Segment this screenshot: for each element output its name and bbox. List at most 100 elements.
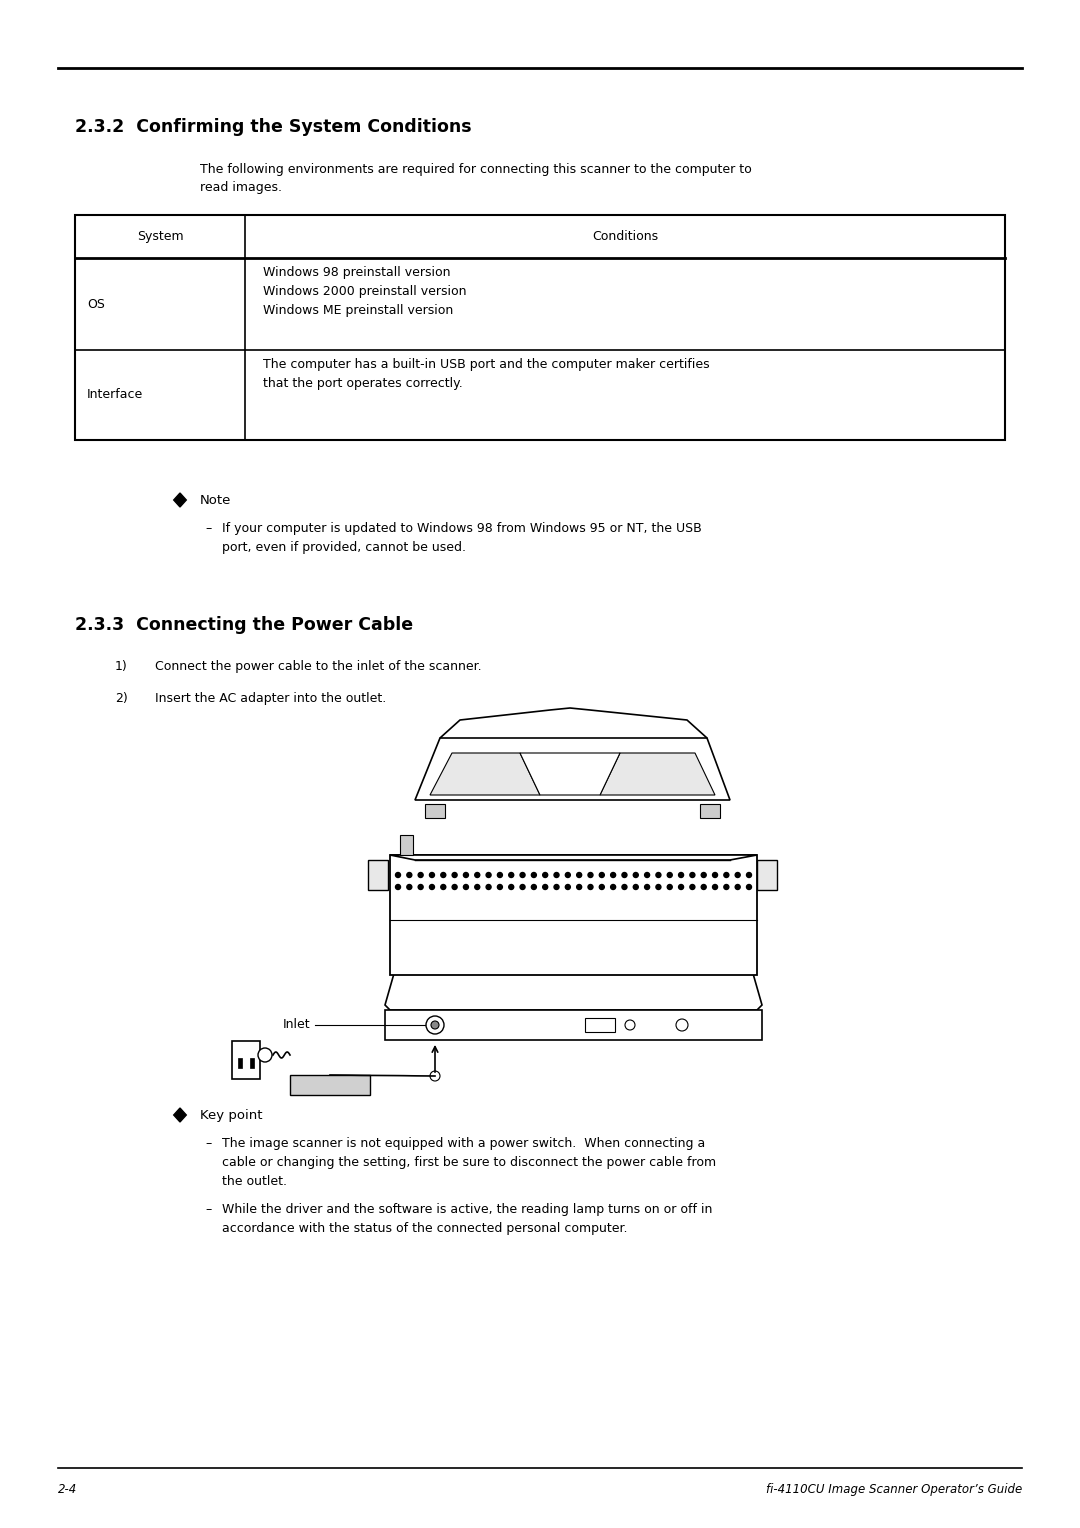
Circle shape [531, 872, 537, 877]
Circle shape [395, 885, 401, 889]
Text: Conditions: Conditions [592, 231, 658, 243]
Bar [249, 1057, 254, 1068]
Bar [585, 1018, 615, 1031]
Circle shape [486, 885, 491, 889]
Circle shape [656, 885, 661, 889]
Circle shape [407, 885, 411, 889]
Circle shape [498, 885, 502, 889]
Circle shape [701, 885, 706, 889]
Bar [238, 1057, 242, 1068]
Text: fi-4110CU Image Scanner Operator’s Guide: fi-4110CU Image Scanner Operator’s Guide [766, 1484, 1022, 1496]
Bar [400, 834, 413, 856]
Text: –: – [205, 1137, 212, 1151]
Text: Note: Note [200, 494, 231, 506]
Bar [700, 804, 720, 817]
Bar [75, 215, 1005, 440]
Circle shape [667, 872, 672, 877]
Circle shape [542, 872, 548, 877]
Circle shape [542, 885, 548, 889]
Circle shape [521, 872, 525, 877]
Text: 2): 2) [114, 692, 127, 704]
Circle shape [645, 885, 649, 889]
Circle shape [463, 872, 469, 877]
Circle shape [565, 885, 570, 889]
Circle shape [431, 1021, 438, 1028]
Circle shape [453, 872, 457, 877]
Circle shape [667, 885, 672, 889]
Polygon shape [415, 738, 730, 801]
Circle shape [735, 872, 740, 877]
Text: If your computer is updated to Windows 98 from Windows 95 or NT, the USB
port, e: If your computer is updated to Windows 9… [222, 523, 702, 555]
Text: OS: OS [87, 298, 105, 310]
Circle shape [463, 885, 469, 889]
Text: Interface: Interface [87, 388, 144, 402]
Circle shape [622, 872, 627, 877]
Circle shape [475, 885, 480, 889]
Circle shape [625, 1021, 635, 1030]
Circle shape [430, 872, 434, 877]
Circle shape [690, 872, 694, 877]
Text: The computer has a built-in USB port and the computer maker certifies
that the p: The computer has a built-in USB port and… [264, 358, 710, 390]
Circle shape [610, 885, 616, 889]
Text: Inlet: Inlet [282, 1019, 310, 1031]
Circle shape [407, 872, 411, 877]
Text: The following environments are required for connecting this scanner to the compu: The following environments are required … [200, 163, 752, 194]
Circle shape [746, 872, 752, 877]
Polygon shape [174, 1108, 187, 1122]
Circle shape [509, 872, 514, 877]
Circle shape [418, 872, 423, 877]
Circle shape [426, 1016, 444, 1034]
Text: Connect the power cable to the inlet of the scanner.: Connect the power cable to the inlet of … [156, 660, 482, 672]
Bar [368, 860, 388, 889]
Circle shape [430, 1071, 440, 1080]
Circle shape [724, 872, 729, 877]
Circle shape [622, 885, 627, 889]
Circle shape [577, 872, 582, 877]
Circle shape [610, 872, 616, 877]
Circle shape [453, 885, 457, 889]
Text: Insert the AC adapter into the outlet.: Insert the AC adapter into the outlet. [156, 692, 387, 704]
Circle shape [735, 885, 740, 889]
Circle shape [554, 885, 559, 889]
Circle shape [724, 885, 729, 889]
Circle shape [678, 885, 684, 889]
Text: 2-4: 2-4 [58, 1484, 78, 1496]
Polygon shape [430, 753, 540, 795]
Bar [757, 860, 777, 889]
Polygon shape [174, 494, 187, 507]
Circle shape [645, 872, 649, 877]
Text: Windows 98 preinstall version
Windows 2000 preinstall version
Windows ME preinst: Windows 98 preinstall version Windows 20… [264, 266, 467, 316]
Circle shape [678, 872, 684, 877]
Text: The image scanner is not equipped with a power switch.  When connecting a
cable : The image scanner is not equipped with a… [222, 1137, 716, 1187]
Bar [384, 1010, 762, 1041]
Circle shape [430, 885, 434, 889]
Polygon shape [384, 970, 762, 1010]
Circle shape [395, 872, 401, 877]
Text: 1): 1) [114, 660, 127, 672]
Circle shape [441, 872, 446, 877]
Circle shape [475, 872, 480, 877]
Circle shape [599, 885, 605, 889]
Circle shape [599, 872, 605, 877]
Circle shape [509, 885, 514, 889]
Circle shape [258, 1048, 272, 1062]
Circle shape [588, 885, 593, 889]
Bar [291, 1076, 370, 1096]
Text: 2.3.2  Confirming the System Conditions: 2.3.2 Confirming the System Conditions [75, 118, 472, 136]
Circle shape [577, 885, 582, 889]
Circle shape [676, 1019, 688, 1031]
Text: While the driver and the software is active, the reading lamp turns on or off in: While the driver and the software is act… [222, 1203, 713, 1235]
Circle shape [418, 885, 423, 889]
Polygon shape [390, 856, 757, 860]
Circle shape [701, 872, 706, 877]
Circle shape [521, 885, 525, 889]
Circle shape [633, 885, 638, 889]
Circle shape [554, 872, 559, 877]
Circle shape [746, 885, 752, 889]
Circle shape [690, 885, 694, 889]
Circle shape [486, 872, 491, 877]
Polygon shape [600, 753, 715, 795]
Circle shape [713, 872, 717, 877]
Polygon shape [519, 753, 620, 795]
Bar [390, 856, 757, 975]
